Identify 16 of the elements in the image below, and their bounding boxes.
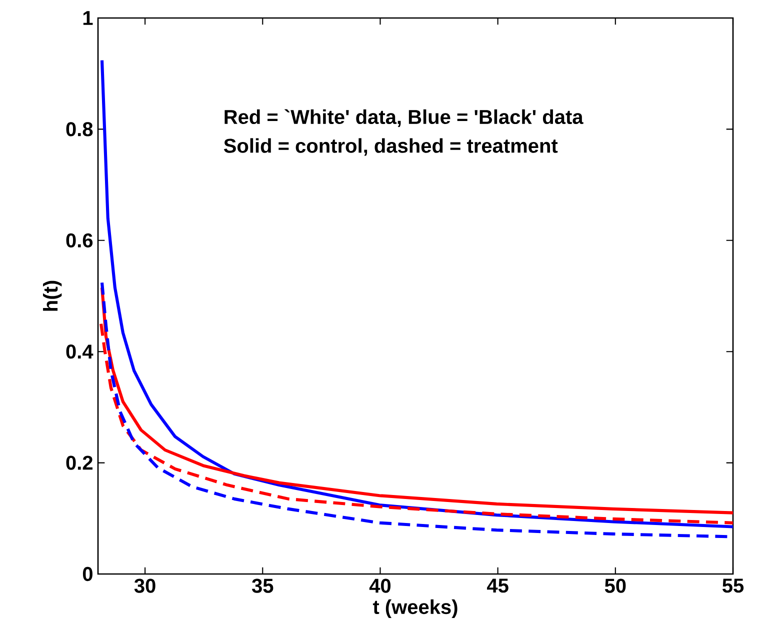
y-tick-label: 0.4: [66, 344, 94, 359]
annotation: Red = `White' data, Blue = 'Black' data: [224, 109, 584, 127]
x-tick-label: 40: [369, 578, 391, 593]
x-tick-label: 50: [604, 578, 626, 593]
y-tick-label: 0.8: [66, 122, 93, 136]
x-tick-label: 30: [134, 578, 156, 593]
y-tick-label: 0.2: [66, 456, 92, 470]
x-tick-label: 55: [722, 578, 744, 593]
annotation: Solid = control, dashed = treatment: [224, 138, 558, 156]
x-axis-title: t (weeks): [372, 599, 458, 618]
y-tick-label: 0.6: [66, 233, 93, 248]
y-tick-label: 1: [83, 11, 93, 25]
x-tick-label: 45: [486, 578, 508, 593]
y-axis-title: h(t): [43, 280, 62, 311]
y-tick-label: 0: [82, 566, 92, 582]
x-tick-label: 35: [252, 578, 274, 593]
